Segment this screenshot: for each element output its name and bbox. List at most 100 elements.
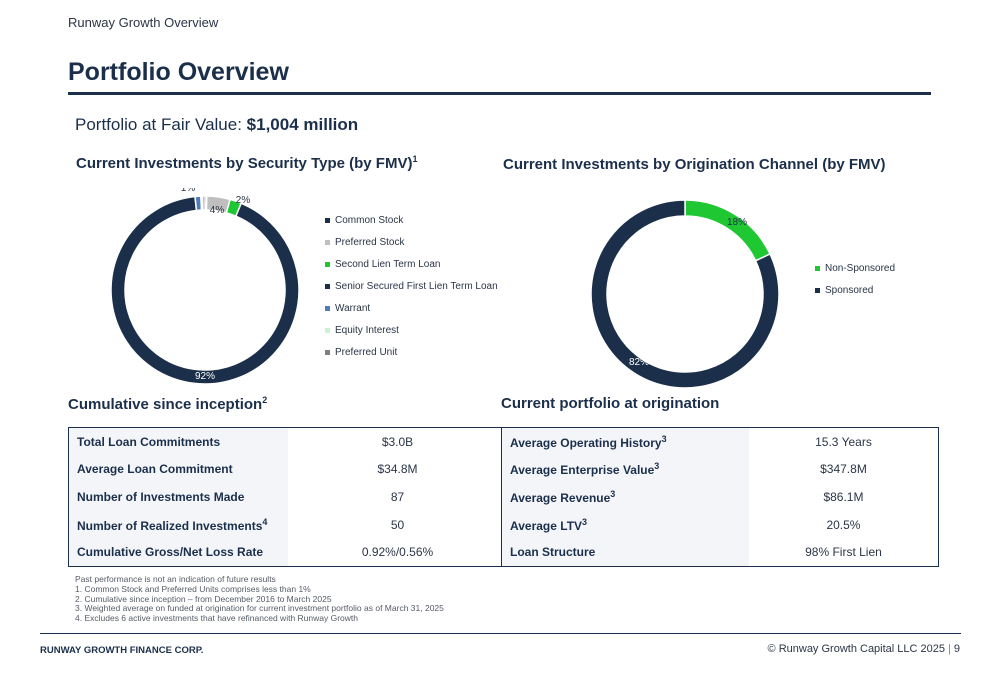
table-row: Average Revenue3 $86.1M: [501, 483, 939, 511]
legend-label: Senior Secured First Lien Term Loan: [335, 280, 498, 292]
page-number: 9: [953, 643, 960, 655]
footnote-4: 4. Excludes 6 active investments that ha…: [75, 613, 359, 624]
table-row: Average Operating History3 15.3 Years: [501, 427, 939, 456]
row-label-sup: 3: [610, 488, 616, 499]
footer-copyright: © Runway Growth Capital LLC 2025: [767, 643, 946, 655]
current-section-title: Current portfolio at origination: [501, 395, 719, 412]
row-label-sup: 3: [661, 433, 667, 444]
slice-label-sponsored: 82%: [629, 357, 649, 368]
legend-swatch: [815, 265, 820, 271]
row-label-text: Cumulative Gross/Net Loss Rate: [77, 545, 264, 560]
legend-item-preferred-unit: Preferred Unit: [325, 341, 498, 363]
row-label-text: Average Enterprise Value: [510, 463, 655, 478]
top-title: Runway Growth Overview: [68, 15, 219, 30]
legend-label: Preferred Unit: [335, 346, 398, 358]
row-label-text: Loan Structure: [510, 545, 596, 560]
row-value-average-revenue: $86.1M: [748, 483, 939, 511]
slice-preferred-unit: [201, 195, 206, 211]
footer-company: RUNWAY GROWTH FINANCE CORP.: [40, 645, 204, 656]
row-value-loan-structure: 98% First Lien: [748, 538, 939, 567]
title-divider: [68, 92, 931, 95]
current-portfolio-table: Average Operating History3 15.3 Years Aver…: [501, 427, 939, 567]
legend-item-equity-interest: Equity Interest: [325, 319, 498, 341]
legend-label: Sponsored: [825, 284, 874, 296]
slice-label-warrant: 1%: [181, 188, 196, 194]
cumulative-title-text: Cumulative since inception: [68, 396, 263, 413]
table-row: Number of Investments Made 87: [68, 483, 508, 511]
legend-item-second-lien-term-loan: Second Lien Term Loan: [325, 253, 498, 275]
fair-value-line: Portfolio at Fair Value: $1,004 million: [75, 115, 358, 135]
table-row: Average LTV3 20.5%: [501, 510, 939, 539]
table-row: Cumulative Gross/Net Loss Rate 0.92%/0.56…: [68, 538, 508, 567]
footer-divider: [40, 633, 961, 634]
row-label-average-operating-history: Average Operating History3: [501, 427, 749, 456]
table-row: Average Enterprise Value3 $347.8M: [501, 455, 939, 484]
row-label-number-of-investments-made: Number of Investments Made: [68, 483, 289, 511]
table-row: Average Loan Commitment $34.8M: [68, 455, 508, 484]
legend-item-warrant: Warrant: [325, 297, 498, 319]
origination-channel-legend: Non-Sponsored Sponsored: [815, 257, 895, 301]
footnote-disclaimer: Past performance is not an indication of…: [75, 574, 276, 584]
cumulative-title-sup: 2: [262, 395, 268, 405]
security-type-legend: Common Stock Preferred Stock Second Lien T…: [325, 209, 498, 363]
legend-swatch: [325, 261, 330, 267]
row-value-number-of-investments-made: 87: [288, 483, 508, 511]
row-label-loan-structure: Loan Structure: [501, 538, 749, 567]
footer-copyright-line: © Runway Growth Capital LLC 2025 | 9: [768, 643, 960, 655]
cumulative-section-title: Cumulative since inception2: [68, 395, 267, 413]
row-label-average-loan-commitment: Average Loan Commitment: [68, 455, 289, 484]
table-row: Loan Structure 98% First Lien: [501, 538, 939, 567]
legend-swatch: [325, 217, 330, 223]
origination-channel-donut-chart: 18% 82%: [590, 199, 780, 389]
slice-sponsored: [590, 199, 780, 389]
fair-value-label: Portfolio at Fair Value:: [75, 115, 247, 134]
chart-security-type-title: Current Investments by Security Type (by…: [76, 154, 417, 172]
legend-item-non-sponsored: Non-Sponsored: [815, 257, 895, 279]
footnote-2: 2. Cumulative since inception – from Dec…: [75, 593, 332, 604]
footnotes: Past performance is not an indication of…: [75, 574, 444, 624]
row-label-text: Number of Investments Made: [77, 489, 245, 504]
chart-security-type-title-text: Current Investments by Security Type (by…: [76, 155, 413, 172]
legend-item-senior-secured-first-lien-term-loan: Senior Secured First Lien Term Loan: [325, 275, 498, 297]
legend-swatch: [325, 283, 330, 289]
row-label-cumulative-gross-net-loss-rate: Cumulative Gross/Net Loss Rate: [68, 538, 289, 567]
row-label-sup: 3: [582, 516, 588, 527]
legend-swatch: [815, 287, 820, 293]
legend-swatch: [325, 305, 330, 311]
legend-label: Equity Interest: [335, 324, 399, 336]
current-title-text: Current portfolio at origination: [501, 395, 720, 412]
row-label-sup: 3: [654, 461, 660, 472]
cumulative-table: Total Loan Commitments $3.0B Average Loan …: [68, 427, 508, 567]
row-label-average-ltv: Average LTV3: [501, 510, 749, 539]
chart-security-type-title-sup: 1: [412, 154, 418, 164]
row-value-average-loan-commitment: $34.8M: [288, 455, 508, 484]
legend-label: Second Lien Term Loan: [335, 258, 441, 270]
slice-non-sponsored: [684, 199, 772, 262]
slice-label-senior-secured-first-lien-term-loan: 92%: [195, 371, 215, 382]
fair-value-amount: $1,004 million: [246, 115, 359, 134]
slice-label-non-sponsored: 18%: [727, 217, 747, 228]
page-title: Portfolio Overview: [68, 58, 289, 86]
legend-label: Non-Sponsored: [825, 262, 896, 274]
legend-swatch: [325, 239, 330, 245]
slice-label-second-lien-term-loan: 2%: [236, 195, 251, 206]
security-type-donut-chart: 4%2%92%1%1%: [110, 188, 300, 385]
row-label-text: Average Operating History: [510, 435, 662, 450]
legend-item-preferred-stock: Preferred Stock: [325, 231, 498, 253]
row-value-cumulative-gross-net-loss-rate: 0.92%/0.56%: [288, 538, 508, 567]
slice-label-preferred-stock: 4%: [210, 205, 225, 216]
row-value-number-of-realized-investments: 50: [288, 510, 508, 539]
table-row: Number of Realized Investments4 50: [68, 510, 508, 539]
row-label-text: Total Loan Commitments: [77, 434, 221, 449]
legend-label: Warrant: [335, 302, 371, 314]
row-value-average-enterprise-value: $347.8M: [748, 455, 939, 484]
row-value-total-loan-commitments: $3.0B: [288, 427, 508, 456]
legend-label: Preferred Stock: [335, 236, 405, 248]
legend-swatch: [325, 349, 330, 355]
row-label-text: Number of Realized Investments: [77, 518, 263, 533]
footnote-1: 1. Common Stock and Preferred Units comp…: [75, 583, 311, 594]
row-label-number-of-realized-investments: Number of Realized Investments4: [68, 510, 289, 539]
footnote-3: 3. Weighted average on funded at origina…: [75, 603, 444, 614]
chart-origination-title-text: Current Investments by Origination Chann…: [503, 156, 886, 173]
row-label-sup: 4: [262, 516, 268, 527]
